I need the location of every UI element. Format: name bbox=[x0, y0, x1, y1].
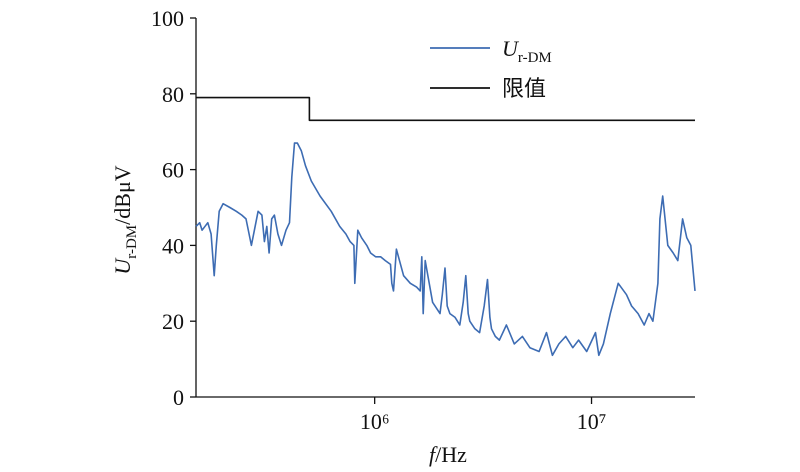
y-label-variable: U bbox=[110, 257, 135, 275]
x-tick-label: 10⁶ bbox=[360, 409, 390, 434]
y-tick-label: 80 bbox=[162, 82, 184, 107]
legend-label: Ur-DM bbox=[502, 36, 552, 66]
y-tick-label: 40 bbox=[162, 233, 184, 258]
y-tick-label: 100 bbox=[151, 6, 184, 31]
y-label-subscript: r-DM bbox=[124, 225, 140, 259]
x-label-unit: /Hz bbox=[435, 442, 467, 467]
y-axis-label: Ur-DM/dBμV bbox=[110, 165, 140, 274]
series-line bbox=[195, 142, 696, 357]
legend-label: 限值 bbox=[502, 76, 546, 101]
x-tick-label: 10⁷ bbox=[577, 409, 607, 434]
y-tick-label: 60 bbox=[162, 158, 184, 183]
series-line bbox=[196, 96, 695, 122]
x-axis-label: f/Hz bbox=[429, 442, 467, 467]
y-tick-label: 0 bbox=[173, 385, 184, 410]
y-label-unit: /dBμV bbox=[110, 165, 135, 225]
x-label-variable: f bbox=[429, 442, 438, 467]
y-tick-label: 20 bbox=[162, 309, 184, 334]
